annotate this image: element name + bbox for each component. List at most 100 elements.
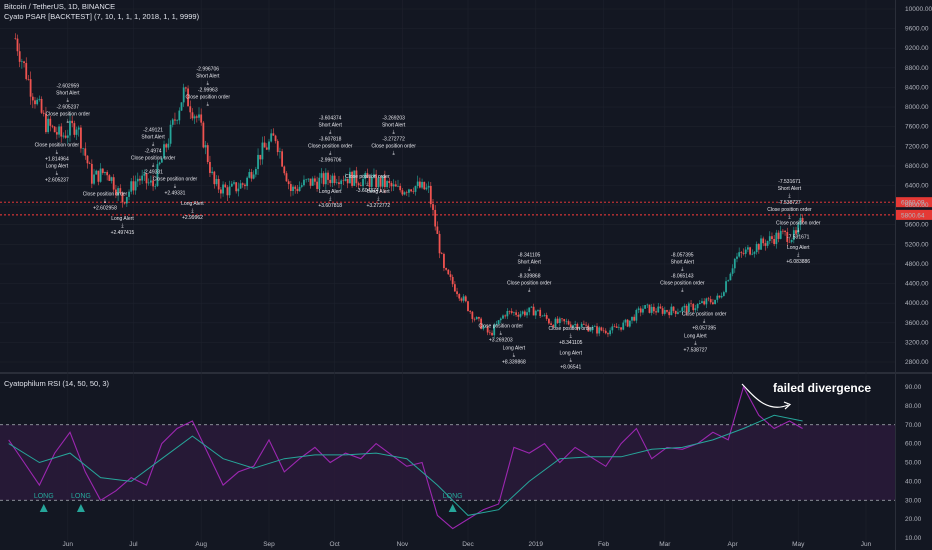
rsi-band-fill xyxy=(0,424,895,501)
candle-body xyxy=(644,305,647,309)
failed-divergence-label: failed divergence xyxy=(773,381,871,395)
rsi-tick-label: 80.00 xyxy=(905,403,922,410)
candle-body xyxy=(119,188,122,193)
annotation-text: -7.531671 xyxy=(778,179,801,185)
candle-body xyxy=(790,239,793,243)
candle-body xyxy=(565,321,568,322)
time-tick-label: Jul xyxy=(129,541,138,548)
long-signal-icon xyxy=(448,504,457,512)
candle-body xyxy=(624,319,627,323)
candle-body xyxy=(171,119,174,125)
candle-body xyxy=(357,183,360,186)
pane-separator[interactable] xyxy=(0,372,932,374)
candle-body xyxy=(362,178,364,187)
candle-body xyxy=(725,281,727,293)
candle-body xyxy=(635,309,638,321)
candle-body xyxy=(775,232,778,245)
candle-body xyxy=(49,118,52,126)
alert-marker-icon: ⤓ xyxy=(528,288,531,294)
candle-body xyxy=(462,296,465,301)
candle-body xyxy=(609,330,612,335)
rsi-tick-label: 20.00 xyxy=(905,516,922,523)
candle-body xyxy=(777,232,780,239)
candle-body xyxy=(397,185,399,187)
time-axis: Jun Jul Aug Sep Oct Nov Dec 2019 Feb Mar Apr May Jun xyxy=(63,541,872,548)
annotation-text: +8.057395 xyxy=(692,325,716,331)
candle-body xyxy=(132,181,135,191)
rsi-title[interactable]: Cyatophilum RSI (14, 50, 50, 3) xyxy=(4,379,110,388)
candle-body xyxy=(729,273,732,281)
candle-body xyxy=(585,324,587,326)
candle-body xyxy=(143,173,146,176)
candle-body xyxy=(34,100,36,105)
candle-body xyxy=(534,310,537,316)
alert-marker-icon: ⤓ xyxy=(797,252,800,258)
long-signal-label: LONG xyxy=(71,493,91,500)
candle-body xyxy=(16,38,19,52)
candle-body xyxy=(506,311,509,317)
candle-body xyxy=(401,190,404,195)
annotation-text: Long Alert xyxy=(111,216,134,222)
candle-body xyxy=(324,172,327,185)
candle-body xyxy=(309,178,312,186)
candle-body xyxy=(709,299,712,303)
alert-marker-icon: ⤓ xyxy=(681,267,684,273)
alert-marker-icon: ⤓ xyxy=(366,181,369,187)
candle-body xyxy=(383,175,386,188)
candle-body xyxy=(464,296,467,302)
time-tick-label: 2019 xyxy=(529,541,544,548)
candle-body xyxy=(327,172,329,180)
price-tick-label: 9600.00 xyxy=(905,26,929,33)
annotation-text: Short Alert xyxy=(141,135,165,141)
alert-marker-icon: ⤓ xyxy=(207,101,210,107)
candle-body xyxy=(593,326,596,327)
candle-body xyxy=(359,185,362,187)
annotation-text: Long Alert xyxy=(46,163,69,169)
candle-body xyxy=(685,305,688,313)
price-tick-label: 7600.00 xyxy=(905,124,929,131)
candle-body xyxy=(134,181,137,191)
alert-marker-icon: ⤓ xyxy=(797,228,800,234)
candle-body xyxy=(346,178,349,184)
strategy-title[interactable]: Cyato PSAR [BACKTEST] (7, 10, 1, 1, 1, 2… xyxy=(4,12,200,21)
candle-body xyxy=(797,224,800,234)
candle-body xyxy=(84,148,87,156)
candle-body xyxy=(69,120,71,136)
annotation-text: -7.531671 xyxy=(787,235,810,241)
candle-body xyxy=(209,162,211,173)
price-tick-label: 5600.00 xyxy=(905,222,929,229)
rsi-tick-label: 90.00 xyxy=(905,384,922,391)
alert-marker-icon: ⤓ xyxy=(703,318,706,324)
candle-body xyxy=(316,181,318,189)
candle-body xyxy=(539,309,542,316)
candle-body xyxy=(399,185,402,191)
candle-body xyxy=(285,173,288,182)
support-price-label: 6060.09 xyxy=(901,200,925,207)
rsi-series xyxy=(8,385,803,530)
annotation-text: +2.99962 xyxy=(182,215,203,221)
candle-body xyxy=(47,118,50,133)
candle-body xyxy=(373,174,375,178)
candle-body xyxy=(101,168,104,173)
alert-marker-icon: ⤓ xyxy=(56,170,59,176)
candle-body xyxy=(731,268,734,274)
candle-body xyxy=(20,61,23,62)
alert-marker-icon: ⤓ xyxy=(152,142,155,148)
alert-marker-icon: ⤓ xyxy=(377,196,380,202)
support-price-tag xyxy=(896,209,932,220)
candle-body xyxy=(224,184,227,188)
candle-body xyxy=(158,162,161,165)
candle-body xyxy=(432,204,434,210)
price-tick-label: 5200.00 xyxy=(905,241,929,248)
symbol-title[interactable]: Bitcoin / TetherUS, 1D, BINANCE xyxy=(4,2,116,11)
annotation-text: Close position order xyxy=(345,174,390,180)
candle-body xyxy=(370,177,373,187)
candle-body xyxy=(174,119,176,121)
candle-body xyxy=(657,306,660,313)
candle-body xyxy=(659,306,662,309)
price-tick-label: 8800.00 xyxy=(905,65,929,72)
candle-body xyxy=(779,230,782,239)
candle-body xyxy=(314,178,316,182)
annotation-text: Short Alert xyxy=(56,90,80,96)
